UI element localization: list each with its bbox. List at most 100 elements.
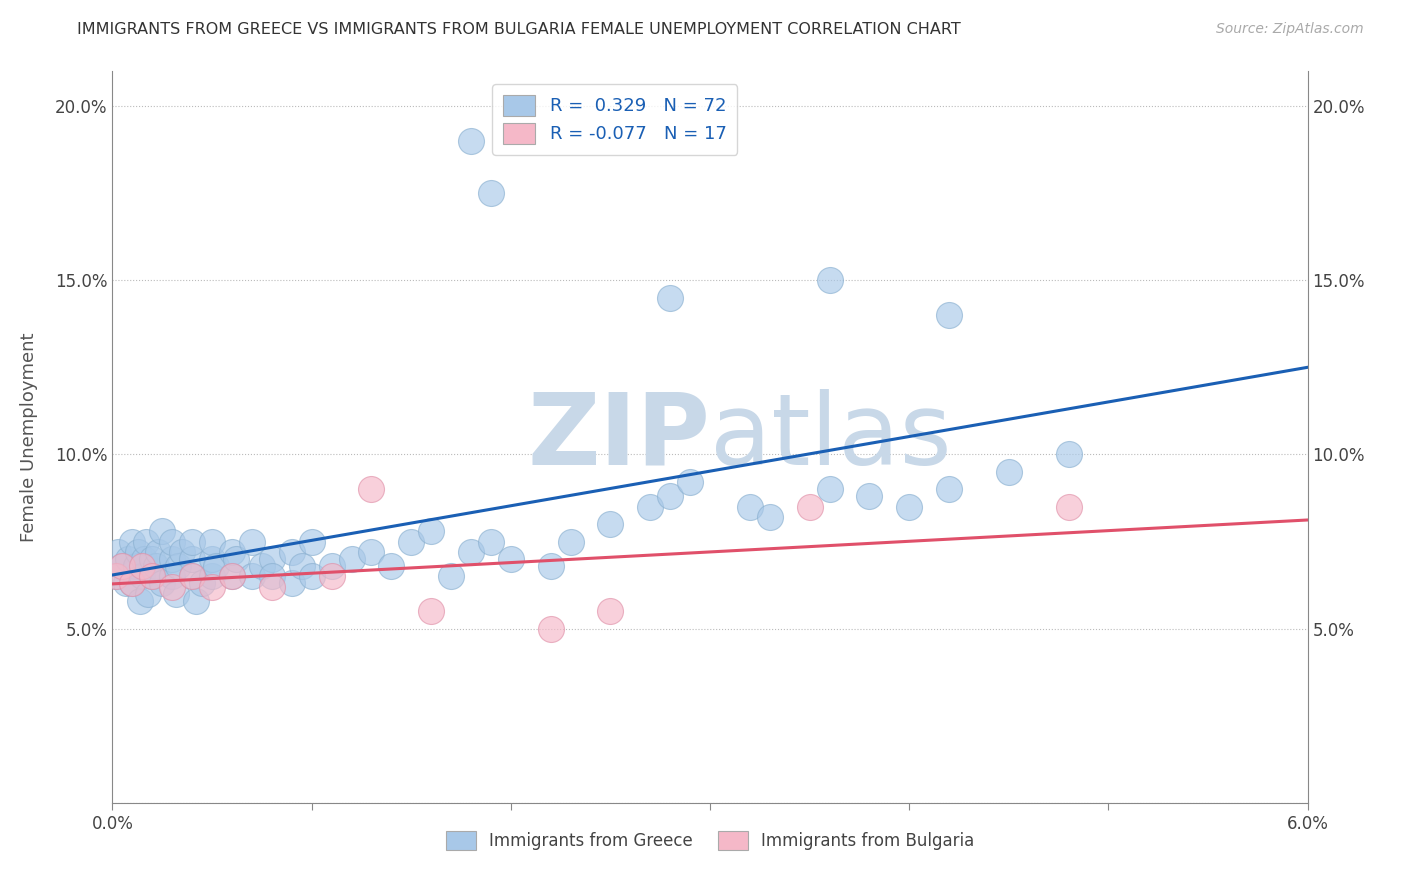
Text: atlas: atlas <box>710 389 952 485</box>
Point <box>340 552 363 566</box>
Point <box>679 475 702 490</box>
Text: ZIP: ZIP <box>527 389 710 485</box>
Point <box>141 569 163 583</box>
Point <box>401 534 423 549</box>
Point <box>499 552 522 566</box>
Point <box>125 558 148 573</box>
Point <box>281 576 304 591</box>
Point <box>181 534 204 549</box>
Point <box>205 558 228 573</box>
Point <box>201 580 224 594</box>
Point <box>291 558 314 573</box>
Point <box>460 545 482 559</box>
Point <box>105 569 128 583</box>
Point <box>186 594 208 608</box>
Point <box>162 580 183 594</box>
Point <box>167 558 190 573</box>
Point <box>540 622 562 636</box>
Point <box>225 552 247 566</box>
Point <box>938 483 960 497</box>
Text: IMMIGRANTS FROM GREECE VS IMMIGRANTS FROM BULGARIA FEMALE UNEMPLOYMENT CORRELATI: IMMIGRANTS FROM GREECE VS IMMIGRANTS FRO… <box>77 22 962 37</box>
Point <box>141 569 163 583</box>
Point <box>145 558 167 573</box>
Point <box>221 569 243 583</box>
Point <box>460 134 482 148</box>
Point <box>165 587 187 601</box>
Point <box>360 483 382 497</box>
Point <box>818 273 841 287</box>
Point <box>479 186 502 201</box>
Point <box>107 545 129 559</box>
Point <box>1057 500 1080 514</box>
Point <box>150 524 173 538</box>
Point <box>121 576 143 591</box>
Point <box>117 552 139 566</box>
Point <box>738 500 761 514</box>
Point <box>148 545 170 559</box>
Point <box>858 489 880 503</box>
Point <box>240 569 263 583</box>
Point <box>121 534 143 549</box>
Point <box>281 545 304 559</box>
Point <box>131 558 153 573</box>
Point <box>260 569 283 583</box>
Point <box>134 552 156 566</box>
Text: Source: ZipAtlas.com: Source: ZipAtlas.com <box>1216 22 1364 37</box>
Point <box>659 291 682 305</box>
Point <box>659 489 682 503</box>
Point <box>221 569 243 583</box>
Point <box>599 517 621 532</box>
Point <box>360 545 382 559</box>
Point <box>141 552 163 566</box>
Point <box>162 534 183 549</box>
Point <box>138 587 160 601</box>
Point <box>181 552 204 566</box>
Point <box>181 569 204 583</box>
Point <box>105 569 128 583</box>
Point <box>111 558 134 573</box>
Point <box>799 500 821 514</box>
Point <box>420 524 443 538</box>
Point <box>201 569 224 583</box>
Point <box>260 580 283 594</box>
Point <box>127 545 149 559</box>
Point <box>898 500 921 514</box>
Point <box>260 552 283 566</box>
Point <box>250 558 273 573</box>
Point <box>201 552 224 566</box>
Point <box>150 576 173 591</box>
Point <box>321 569 343 583</box>
Point <box>440 569 463 583</box>
Point <box>301 569 323 583</box>
Point <box>135 534 157 549</box>
Point <box>111 558 134 573</box>
Point <box>1057 448 1080 462</box>
Point <box>240 534 263 549</box>
Point <box>420 604 443 618</box>
Point <box>162 552 183 566</box>
Point <box>540 558 562 573</box>
Point <box>121 576 143 591</box>
Point <box>479 534 502 549</box>
Point <box>131 569 153 583</box>
Point <box>640 500 662 514</box>
Point <box>998 465 1021 479</box>
Point <box>191 576 214 591</box>
Point <box>221 545 243 559</box>
Point <box>321 558 343 573</box>
Legend: Immigrants from Greece, Immigrants from Bulgaria: Immigrants from Greece, Immigrants from … <box>439 824 981 856</box>
Point <box>172 545 194 559</box>
Point <box>181 569 204 583</box>
Point <box>599 604 621 618</box>
Point <box>560 534 582 549</box>
Point <box>162 569 183 583</box>
Point <box>201 534 224 549</box>
Point <box>115 576 138 591</box>
Point <box>301 534 323 549</box>
Point <box>818 483 841 497</box>
Y-axis label: Female Unemployment: Female Unemployment <box>21 333 38 541</box>
Point <box>129 594 152 608</box>
Point <box>759 510 782 524</box>
Point <box>938 308 960 322</box>
Point <box>380 558 402 573</box>
